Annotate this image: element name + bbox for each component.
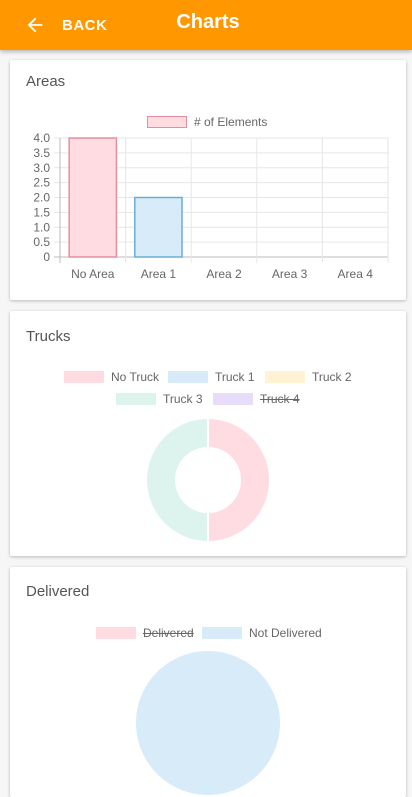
bar-no-area[interactable] (68, 137, 118, 258)
delivered-legend-label: Not Delivered (249, 626, 322, 640)
trucks-slice-no-truck[interactable] (207, 416, 271, 544)
trucks-legend-label: Truck 2 (312, 370, 352, 384)
delivered-card-title: Delivered (26, 583, 90, 600)
trucks-legend-truck-3[interactable]: Truck 3 (116, 392, 203, 406)
page-title: Charts (176, 11, 240, 33)
delivered-legend-swatch (202, 627, 242, 639)
trucks-legend-label: Truck 3 (163, 392, 203, 406)
delivered-legend-swatch (96, 627, 136, 639)
trucks-legend-truck-2[interactable]: Truck 2 (265, 370, 352, 384)
trucks-slice-truck-3[interactable] (145, 416, 209, 544)
delivered-legend-not-delivered[interactable]: Not Delivered (202, 626, 322, 640)
bar-y-tick-label: 0.5 (33, 235, 50, 249)
trucks-legend-swatch (64, 371, 104, 383)
delivered-legend-delivered[interactable]: Delivered (96, 626, 194, 640)
trucks-card-title: Trucks (26, 328, 71, 345)
delivered-pie-chart (134, 649, 282, 797)
app-bar: BACK Charts (0, 0, 412, 50)
areas-card-title: Areas (26, 73, 66, 90)
bar-y-tick-label: 4.0 (33, 131, 50, 145)
back-label: BACK (62, 16, 108, 34)
areas-legend-label: # of Elements (194, 115, 268, 129)
bar-y-tick-label: 1.0 (33, 220, 50, 234)
delivered-legend-label: Delivered (143, 626, 194, 640)
bar-y-tick-label: 3.0 (33, 161, 50, 175)
arrow-left-icon (27, 17, 43, 33)
trucks-legend-swatch (213, 393, 253, 405)
bar-x-tick-label: No Area (71, 267, 115, 281)
trucks-legend-swatch (116, 393, 156, 405)
bar-area-1[interactable] (134, 196, 183, 258)
trucks-legend-truck-4[interactable]: Truck 4 (213, 392, 300, 406)
trucks-legend-swatch (168, 371, 208, 383)
bar-x-tick-label: Area 3 (272, 267, 308, 281)
bar-y-tick-label: 2.5 (33, 176, 50, 190)
delivered-slice-not-delivered[interactable] (134, 649, 282, 797)
trucks-legend-label: Truck 4 (260, 392, 300, 406)
bar-y-tick-label: 2.0 (33, 191, 50, 205)
back-button[interactable]: BACK (24, 12, 107, 38)
areas-legend-item[interactable]: # of Elements (147, 115, 267, 129)
trucks-legend-swatch (265, 371, 305, 383)
bar-x-tick-label: Area 1 (141, 267, 177, 281)
delivered-card: Delivered Delivered Not Delivered (10, 567, 406, 797)
trucks-card: Trucks No Truck Truck 1 Truck 2 Truck 3 … (10, 311, 406, 556)
trucks-legend-no-truck[interactable]: No Truck (64, 370, 159, 384)
bar-y-tick-label: 1.5 (33, 205, 50, 219)
bar-y-tick-label: 3.5 (33, 146, 50, 160)
bar-x-tick-label: Area 2 (206, 267, 242, 281)
trucks-donut-chart (145, 416, 271, 544)
areas-card: Areas # of Elements 4.0 3.5 3.0 2.5 2.0 1.5 1.… (10, 60, 406, 300)
bar-y-tick-label: 0 (43, 250, 50, 264)
areas-bar-chart: 4.03.53.02.52.01.51.00.50 No Area Area 1 Ar… (33, 131, 389, 281)
trucks-legend-label: No Truck (111, 370, 160, 384)
bar-x-tick-label: Area 4 (338, 267, 374, 281)
areas-legend-swatch (147, 116, 187, 128)
trucks-legend-label: Truck 1 (215, 370, 255, 384)
trucks-legend-truck-1[interactable]: Truck 1 (168, 370, 255, 384)
